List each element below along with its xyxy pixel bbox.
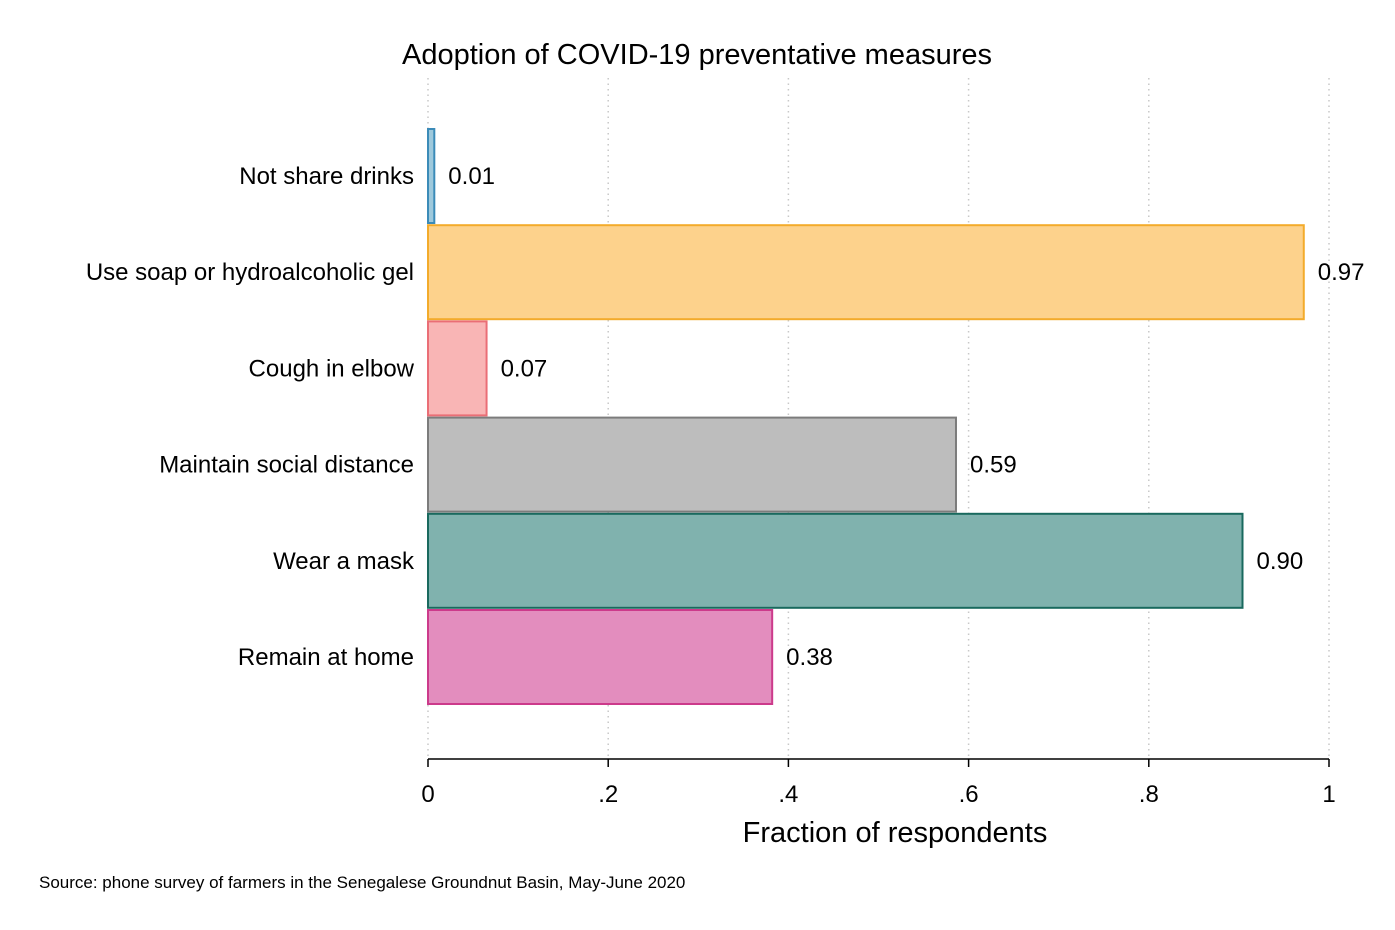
- x-tick-label: .2: [598, 781, 618, 808]
- bar: [427, 609, 774, 705]
- value-label: 0.59: [970, 452, 1017, 479]
- x-axis-label: Fraction of respondents: [743, 817, 1048, 849]
- category-label: Remain at home: [238, 644, 414, 671]
- source-note: Source: phone survey of farmers in the S…: [39, 873, 685, 892]
- category-label: Maintain social distance: [159, 452, 414, 479]
- value-label: 0.01: [448, 163, 495, 190]
- x-tick-label: .4: [778, 781, 798, 808]
- value-label: 0.97: [1318, 259, 1365, 286]
- x-tick-label: 1: [1322, 781, 1335, 808]
- value-label: 0.07: [501, 355, 548, 382]
- value-label: 0.90: [1257, 548, 1304, 575]
- x-axis: 0 .2 .4 .6 .8 1: [421, 758, 1336, 808]
- bar: [427, 320, 488, 417]
- x-tick-label: 0: [421, 781, 434, 808]
- value-label: 0.38: [786, 644, 833, 671]
- bars: Not share drinks 0.01 Use soap or hydroalc…: [86, 128, 1365, 705]
- bar: [427, 128, 436, 224]
- category-label: Use soap or hydroalcoholic gel: [86, 259, 414, 286]
- bar: [427, 224, 1305, 321]
- bar: [427, 512, 1244, 609]
- x-tick-label: .6: [959, 781, 979, 808]
- category-label: Wear a mask: [273, 548, 415, 575]
- bar: [427, 416, 957, 513]
- category-label: Cough in elbow: [249, 355, 415, 382]
- x-tick-label: .8: [1139, 781, 1159, 808]
- chart-title: Adoption of COVID-19 preventative measur…: [402, 39, 992, 71]
- category-label: Not share drinks: [239, 163, 414, 190]
